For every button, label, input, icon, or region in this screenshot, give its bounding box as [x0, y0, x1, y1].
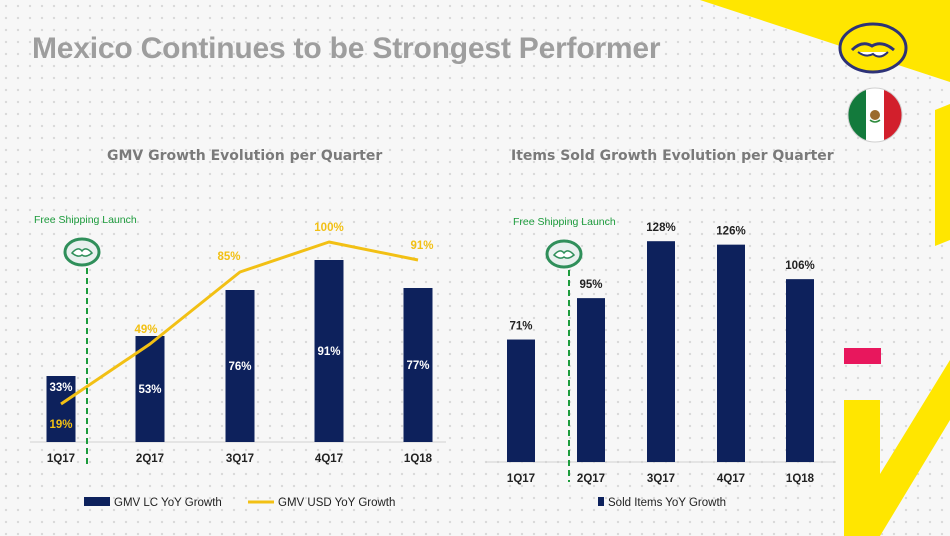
gmv-bar-label-4Q17: 91% — [317, 346, 340, 358]
items-x-tick-1Q18: 1Q18 — [786, 473, 815, 485]
checkmark-shape — [844, 360, 950, 536]
gmv-free-shipping-label: Free Shipping Launch — [34, 214, 137, 226]
items-legend-swatch — [598, 497, 604, 506]
items-x-tick-1Q17: 1Q17 — [507, 473, 535, 485]
chart-title-gmv: GMV Growth Evolution per Quarter — [107, 148, 383, 164]
gmv-x-tick-3Q17: 3Q17 — [226, 453, 254, 465]
items-bar-2Q17 — [577, 298, 605, 462]
gmv-bar-label-3Q17: 76% — [228, 361, 251, 373]
mexico-flag-icon — [847, 87, 903, 143]
gmv-legend-label-line: GMV USD YoY Growth — [278, 497, 395, 509]
items-bar-label-3Q17: 128% — [646, 222, 675, 234]
gmv-bar-label-2Q17: 53% — [138, 384, 161, 396]
handshake-small-icon-items — [545, 239, 583, 269]
items-x-tick-2Q17: 2Q17 — [577, 473, 605, 485]
items-legend-label: Sold Items YoY Growth — [608, 497, 726, 509]
gmv-bar-label-1Q17: 33% — [49, 382, 72, 394]
gmv-bar-1Q18 — [403, 288, 433, 442]
gmv-bar-1Q17 — [46, 376, 76, 442]
gmv-bar-3Q17 — [225, 290, 255, 442]
items-free-shipping-label: Free Shipping Launch — [513, 216, 616, 228]
items-bar-4Q17 — [717, 244, 745, 462]
gmv-line-label-3Q17: 85% — [217, 251, 240, 263]
page-title: Mexico Continues to be Strongest Perform… — [32, 32, 661, 65]
items-bar-1Q17 — [507, 339, 535, 462]
gmv-x-tick-4Q17: 4Q17 — [315, 453, 343, 465]
handshake-small-icon — [63, 237, 101, 267]
items-x-tick-3Q17: 3Q17 — [647, 473, 675, 485]
gmv-line-label-4Q17: 100% — [314, 222, 343, 234]
gmv-line-label-1Q18: 91% — [410, 240, 433, 252]
gmv-bar-4Q17 — [314, 260, 344, 442]
gmv-line-label-1Q17: 19% — [49, 419, 72, 431]
items-bar-label-1Q17: 71% — [509, 321, 532, 333]
chart-title-items: Items Sold Growth Evolution per Quarter — [511, 148, 834, 164]
gmv-bar-2Q17 — [135, 336, 165, 442]
items-bar-label-2Q17: 95% — [579, 279, 602, 291]
gmv-legend-swatch-bar — [84, 497, 110, 506]
gmv-usd-line — [60, 240, 419, 406]
gmv-x-tick-1Q18: 1Q18 — [404, 453, 433, 465]
items-bar-1Q18 — [786, 279, 814, 462]
right-yellow-bar — [935, 104, 950, 246]
gmv-x-tick-1Q17: 1Q17 — [47, 453, 75, 465]
gmv-x-tick-2Q17: 2Q17 — [136, 453, 164, 465]
pink-accent-rect — [844, 348, 881, 364]
items-bar-label-4Q17: 126% — [716, 226, 745, 238]
gmv-bar-label-1Q18: 77% — [406, 360, 429, 372]
items-bar-label-1Q18: 106% — [785, 260, 814, 272]
items-bar-3Q17 — [647, 241, 675, 462]
gmv-line-label-2Q17: 49% — [134, 324, 157, 336]
items-x-tick-4Q17: 4Q17 — [717, 473, 745, 485]
gmv-legend-label-bar: GMV LC YoY Growth — [114, 497, 222, 509]
handshake-logo-icon — [838, 22, 908, 74]
